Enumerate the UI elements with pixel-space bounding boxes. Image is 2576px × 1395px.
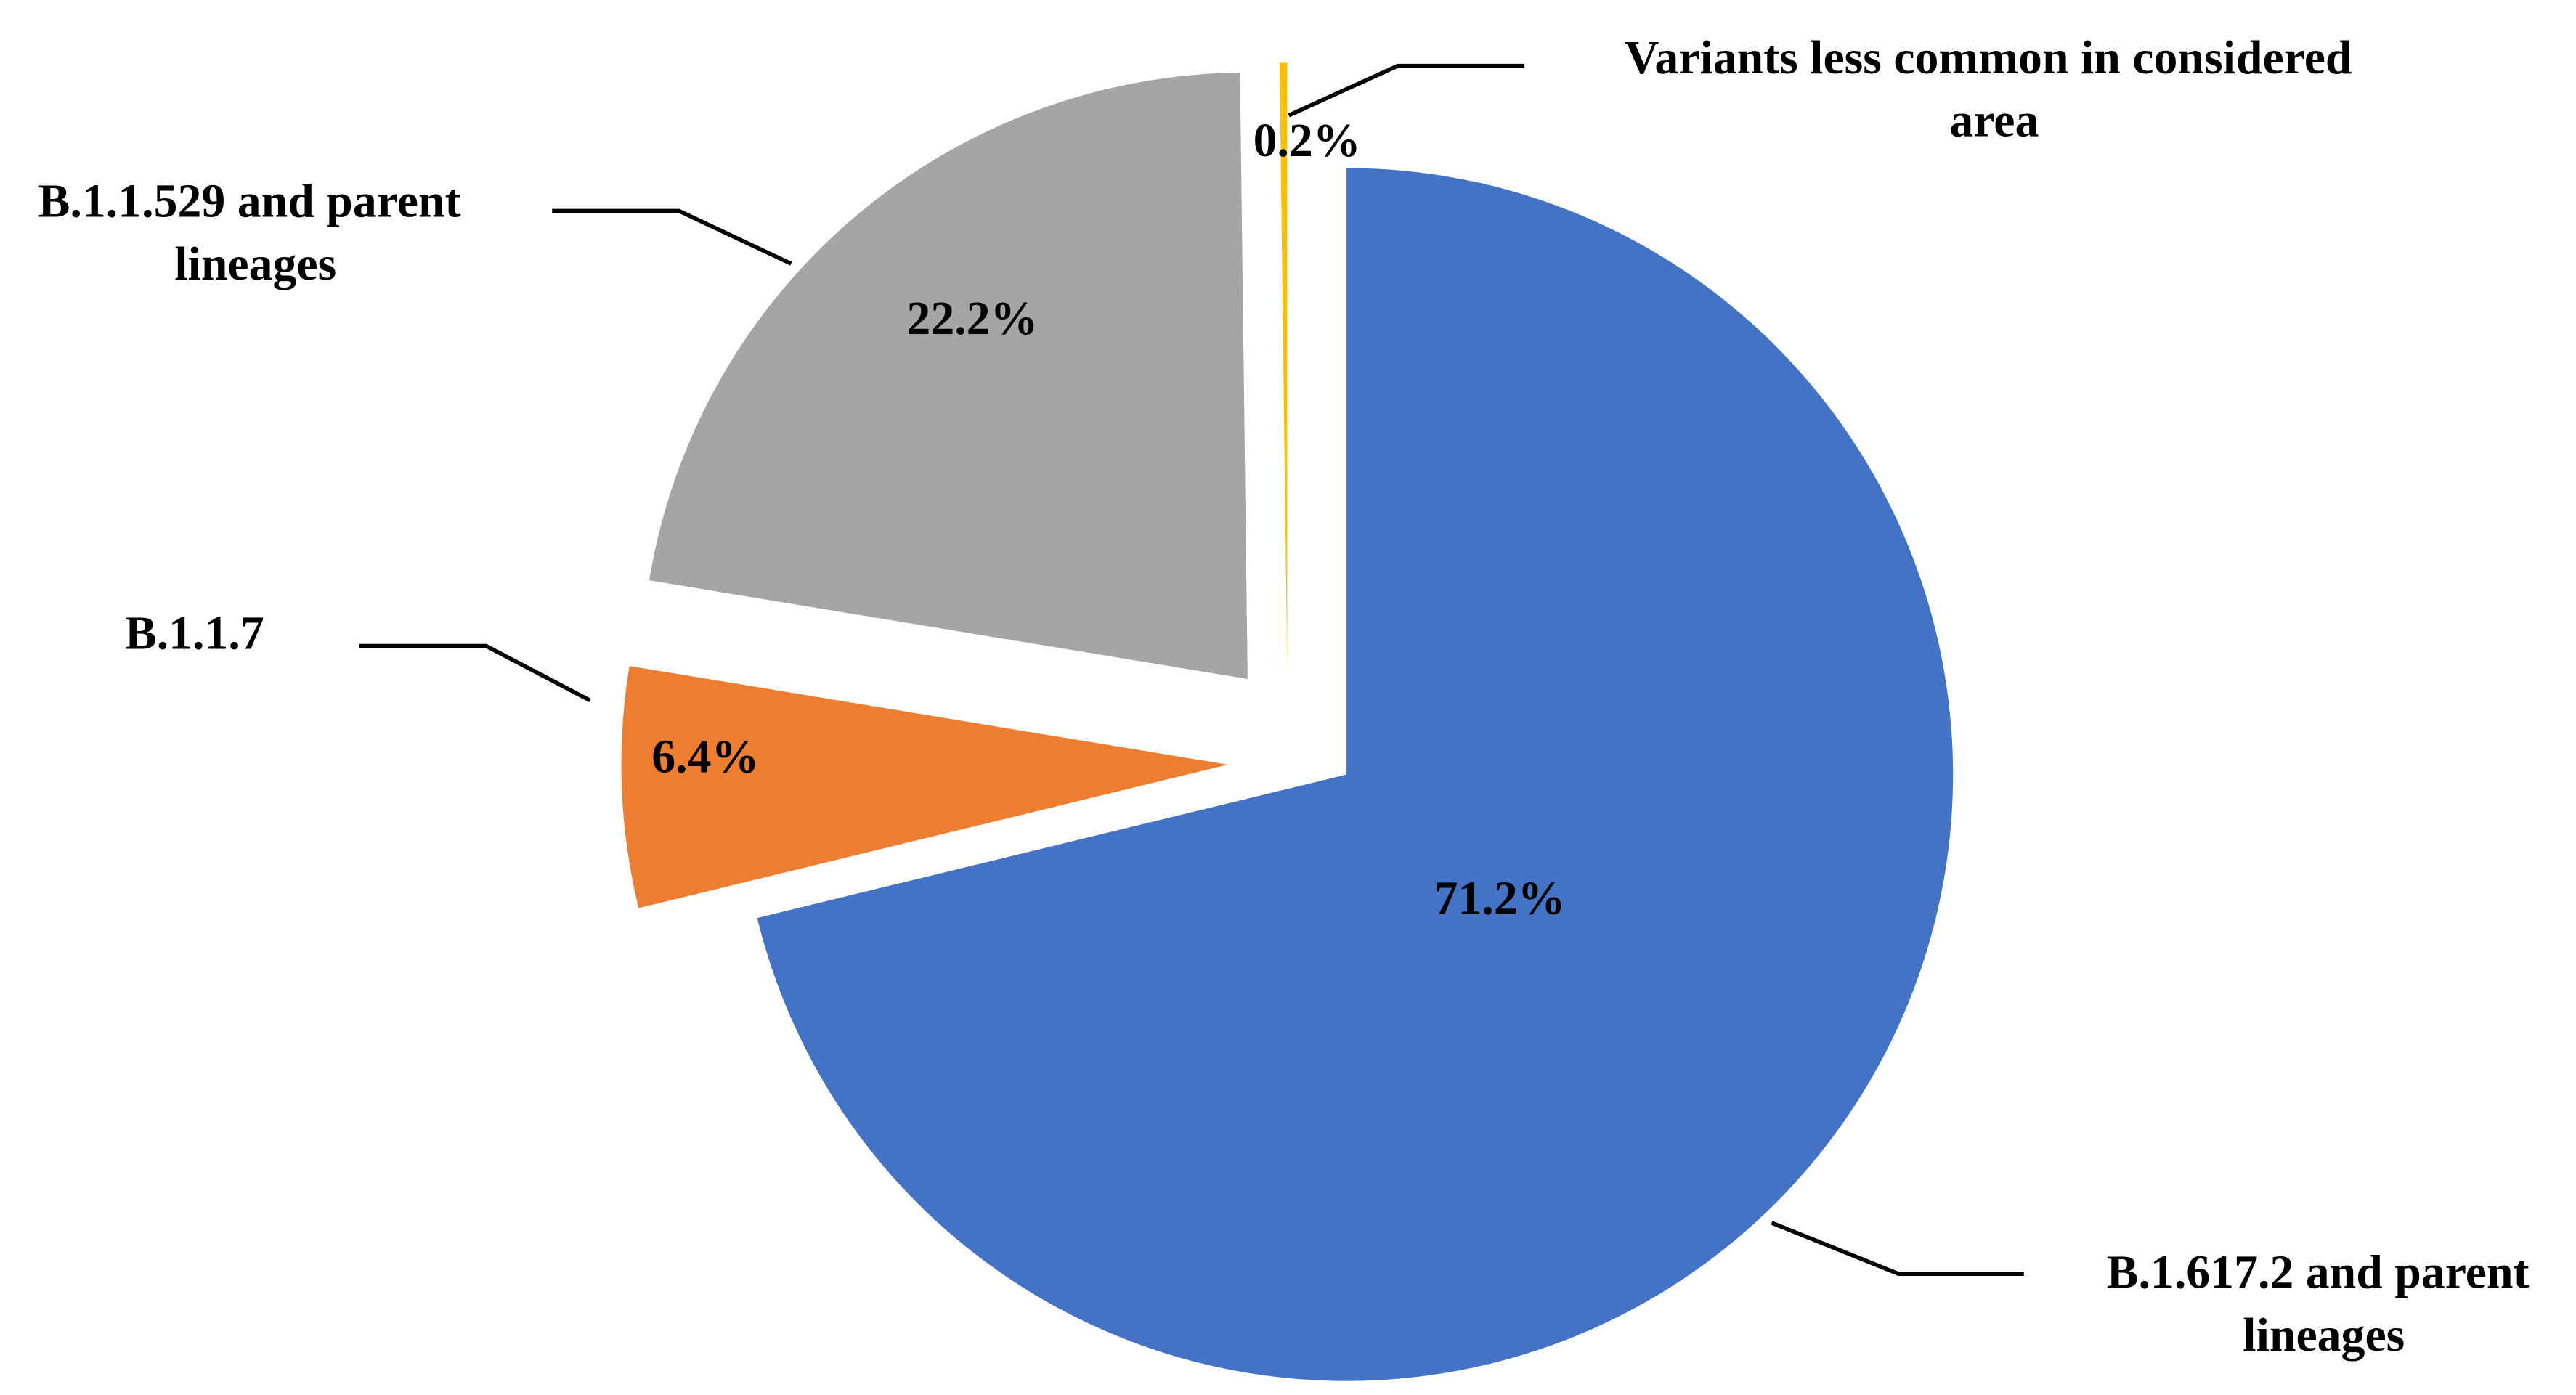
leader-line	[552, 208, 792, 266]
value-label: 71.2%	[1434, 872, 1566, 925]
pie-slice	[757, 168, 1954, 1381]
pie-slice	[621, 666, 1228, 908]
pie-slice	[649, 72, 1248, 679]
leader-line	[1288, 63, 1525, 118]
label-line: lineages	[174, 237, 336, 290]
label-line: B.1.1.529 and parent	[38, 175, 473, 228]
value-label: 6.4%	[651, 731, 759, 784]
label-line: lineages	[2243, 1309, 2405, 1362]
category-label: B.1.1.7	[125, 606, 264, 659]
label-line: area	[1949, 94, 2039, 147]
category-label: B.1.1.529 and parent lineages	[38, 175, 473, 290]
leader-line	[1771, 1221, 2024, 1277]
value-label: 0.2%	[1254, 114, 1361, 167]
value-label: 22.2%	[906, 292, 1038, 345]
pie-slice	[1279, 62, 1288, 670]
label-line: B.1.617.2 and parent	[2107, 1246, 2541, 1299]
label-line: Variants less common in considered	[1625, 31, 2364, 84]
category-label: Variants less common in considered area	[1625, 31, 2364, 147]
category-label: B.1.617.2 and parent lineages	[2107, 1246, 2541, 1362]
leader-line	[359, 643, 591, 702]
